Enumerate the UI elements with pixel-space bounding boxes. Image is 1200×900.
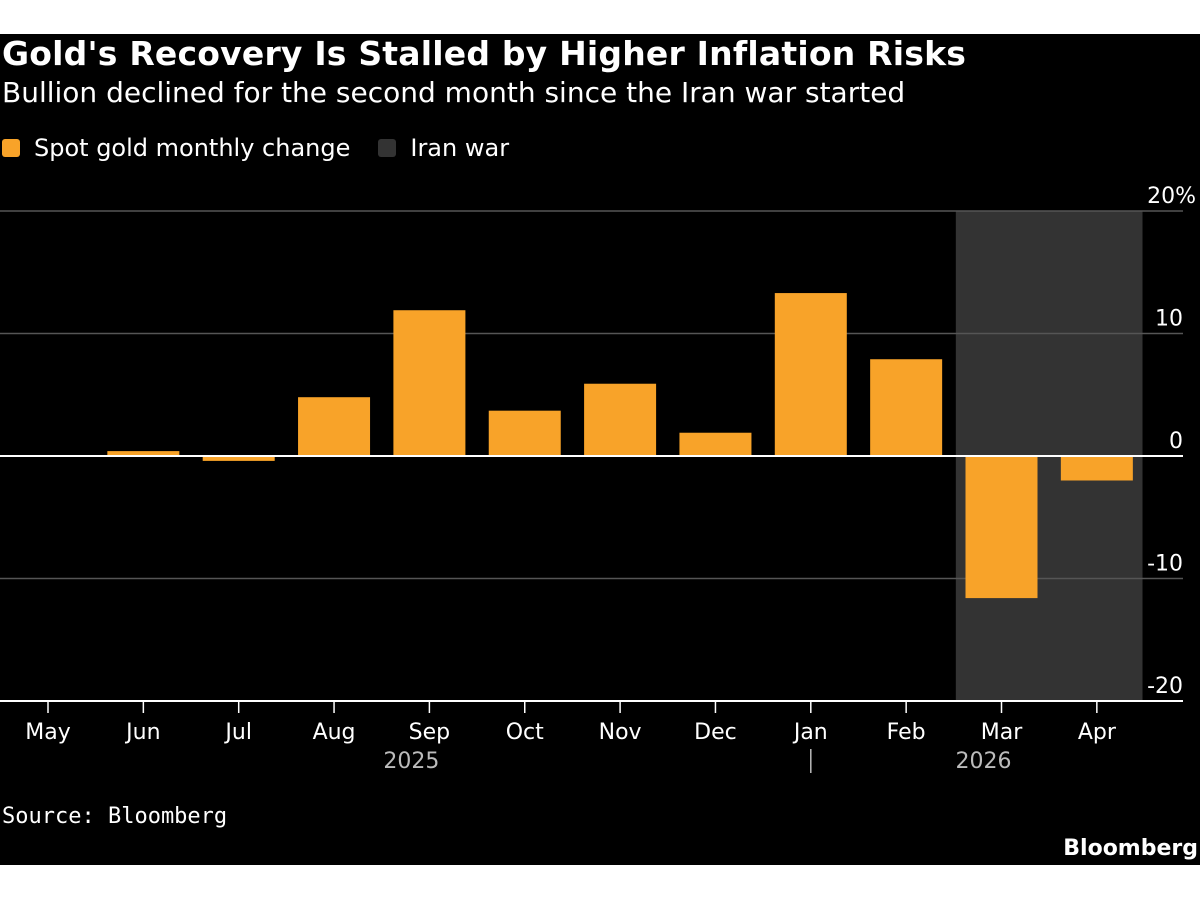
chart-subtitle: Bullion declined for the second month si… [2,76,906,109]
year-label-2026: 2026 [956,749,1012,774]
x-tick-label-dec: Dec [694,720,737,745]
x-tick-label-mar: Mar [981,720,1023,745]
source-note: Source: Bloomberg [2,804,228,829]
bar-feb [870,359,943,456]
y-tick-label-10: 10 [1155,307,1183,332]
legend-item-gold: Spot gold monthly change [2,134,350,162]
legend: Spot gold monthly change Iran war [2,134,537,162]
x-tick-label-jun: Jun [124,720,160,745]
y-tick-label-20: 20% [1147,184,1196,209]
x-tick-label-jan: Jan [792,720,828,745]
bar-nov [584,383,657,456]
bar-jul [202,456,275,461]
x-tick-label-nov: Nov [599,720,642,745]
bar-jun [107,451,180,456]
y-tick-label-neg20: -20 [1147,674,1183,699]
bar-sep [393,310,466,456]
x-tick-label-aug: Aug [313,720,356,745]
legend-label-gold: Spot gold monthly change [34,134,351,162]
bar-apr [1060,456,1133,481]
x-tick-label-jul: Jul [223,720,252,745]
chart-title: Gold's Recovery Is Stalled by Higher Inf… [2,34,967,73]
x-tick-label-may: May [25,720,70,745]
legend-item-iran-war: Iran war [378,134,509,162]
legend-label-iran-war: Iran war [410,134,510,162]
y-tick-label-0: 0 [1169,429,1183,454]
bar-chart: 20% 10 0 -10 -20 May Jun Jul Aug Sep Oct Nov Dec Jan F… [0,184,1196,774]
x-tick-label-sep: Sep [409,720,450,745]
bar-mar [965,456,1038,599]
x-tick-label-feb: Feb [887,720,926,745]
chart-panel: Gold's Recovery Is Stalled by Higher Inf… [0,34,1200,865]
brand-logo: Bloomberg [1063,836,1198,861]
bar-jan [774,293,847,456]
year-label-2025: 2025 [383,749,439,774]
legend-swatch-gold [2,139,20,157]
bar-oct [488,410,561,456]
bar-aug [298,397,371,456]
legend-swatch-iran-war [378,139,397,157]
x-tick-label-apr: Apr [1078,720,1117,745]
bar-dec [679,432,752,456]
y-tick-label-neg10: -10 [1147,552,1183,577]
x-tick-label-oct: Oct [506,720,544,745]
